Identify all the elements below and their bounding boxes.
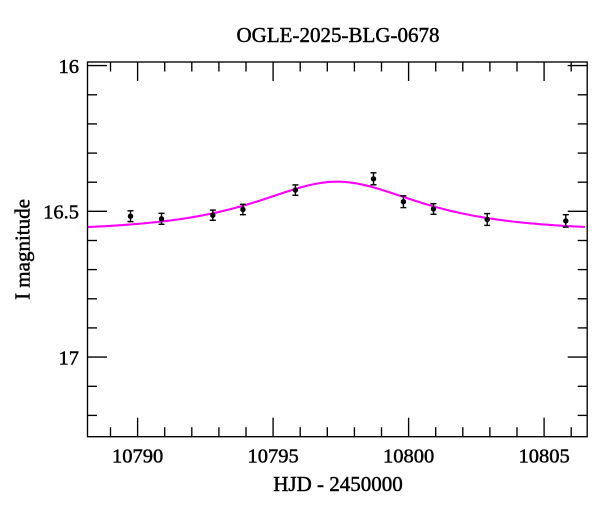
svg-text:I magnitude: I magnitude [11, 199, 35, 300]
svg-text:10795: 10795 [247, 445, 298, 467]
svg-text:10805: 10805 [518, 445, 569, 467]
svg-text:10790: 10790 [112, 445, 163, 467]
svg-text:16.5: 16.5 [43, 202, 79, 224]
svg-text:10800: 10800 [383, 445, 434, 467]
svg-text:16: 16 [59, 56, 80, 78]
svg-text:17: 17 [59, 347, 80, 369]
svg-text:HJD - 2450000: HJD - 2450000 [273, 472, 403, 496]
svg-text:OGLE-2025-BLG-0678: OGLE-2025-BLG-0678 [237, 23, 440, 47]
